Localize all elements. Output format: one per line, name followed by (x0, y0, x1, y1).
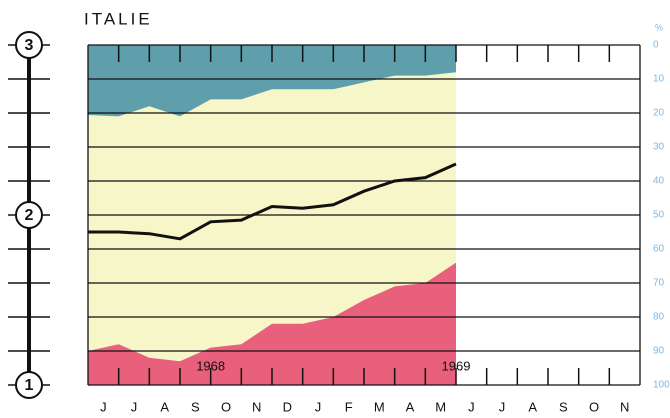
x-tick-label: J (100, 399, 107, 414)
y-tick-label: 10 (653, 74, 665, 85)
y-tick-label: 30 (653, 142, 665, 153)
x-tick-label: S (559, 399, 568, 414)
y-tick-label: 50 (653, 210, 665, 221)
x-tick-label: F (345, 399, 353, 414)
area (88, 45, 456, 117)
y-tick-label: 90 (653, 346, 665, 357)
x-tick-label: M (374, 399, 385, 414)
x-tick-label: A (160, 399, 169, 414)
scale-label: 3 (25, 37, 34, 54)
scale-circle (15, 371, 43, 399)
x-tick-label: J (315, 399, 322, 414)
chart-title: ITALIE (84, 9, 153, 28)
middle-area (88, 72, 456, 362)
x-tick-label: S (191, 399, 200, 414)
x-tick-label: N (252, 399, 261, 414)
y-tick-label: 0 (653, 40, 659, 51)
scale-label: 1 (25, 377, 34, 394)
y-tick-label: 40 (653, 176, 665, 187)
y-tick-label: 60 (653, 244, 665, 255)
x-tick-label: O (221, 399, 231, 414)
area (88, 262, 456, 385)
y-tick-label: 70 (653, 278, 665, 289)
x-tick-label: M (435, 399, 446, 414)
scale-circle (15, 201, 43, 229)
x-tick-label: N (620, 399, 629, 414)
x-tick-label: J (468, 399, 475, 414)
annotation: 1969 (442, 358, 471, 373)
x-tick-label: O (589, 399, 599, 414)
y-tick-label: 80 (653, 312, 665, 323)
line (88, 162, 457, 241)
scale-circle (15, 31, 43, 59)
x-tick-label: J (499, 399, 506, 414)
x-tick-label: A (406, 399, 415, 414)
x-tick-label: A (528, 399, 537, 414)
scale-label: 2 (25, 207, 34, 224)
x-tick-label: J (131, 399, 138, 414)
x-tick-label: D (283, 399, 292, 414)
y-unit: % (655, 22, 663, 32)
y-tick-label: 100 (653, 380, 670, 391)
annotation: 1968 (196, 358, 225, 373)
y-tick-label: 20 (653, 108, 665, 119)
